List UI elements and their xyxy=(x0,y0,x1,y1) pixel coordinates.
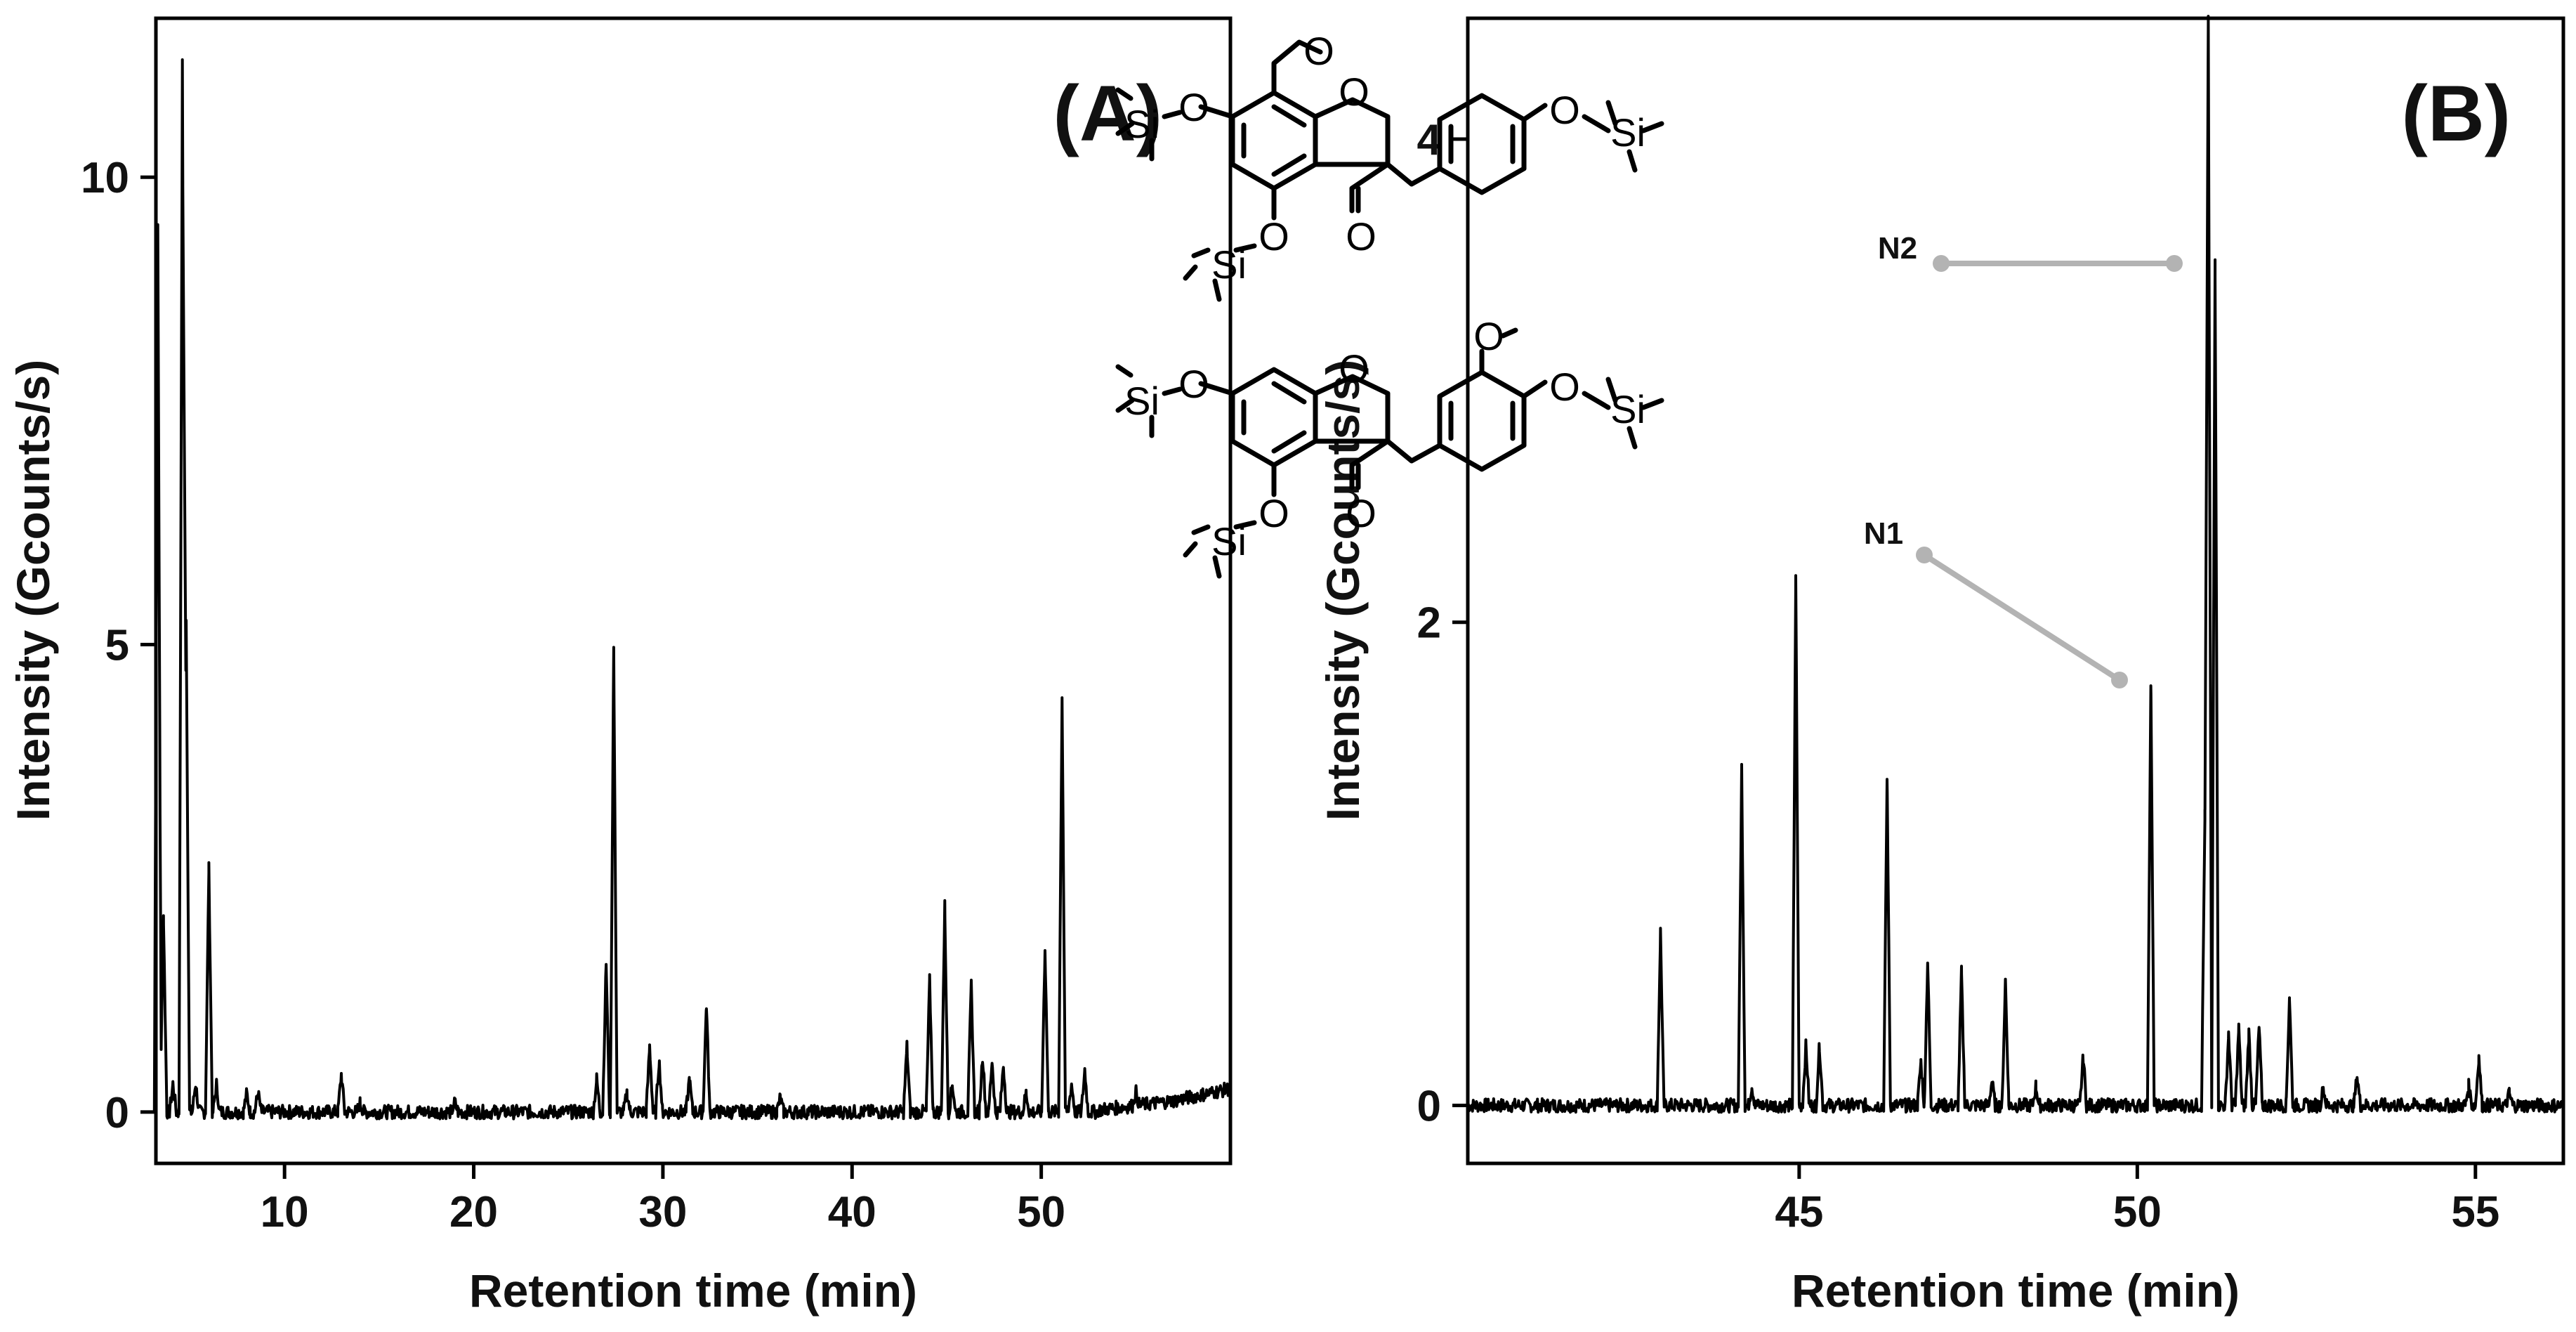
svg-text:Si: Si xyxy=(1610,387,1645,431)
svg-text:O: O xyxy=(1303,29,1334,73)
panel-label-a: (A) xyxy=(1053,70,1162,157)
svg-text:O: O xyxy=(1549,88,1580,132)
y-tick-label-a-0: 0 xyxy=(105,1089,129,1137)
x-axis-label-a: Retention time (min) xyxy=(469,1265,917,1317)
y-tick-label-b-2: 2 xyxy=(1417,599,1441,648)
structure-n2: O O O O O O Si Si Si N2 xyxy=(1115,29,1917,302)
svg-text:O: O xyxy=(1549,365,1580,409)
peak-pointer-n2 xyxy=(1933,255,2183,272)
plot-frame-b xyxy=(1466,16,2565,1166)
y-axis-a: 0 5 10 xyxy=(81,154,156,1137)
y-axis-label-b: Intensity (Gcounts/s) xyxy=(1317,360,1369,821)
svg-text:Si: Si xyxy=(1124,379,1159,423)
y-axis-b: 024 xyxy=(1417,116,1468,1130)
chromatogram-trace-a xyxy=(152,58,1232,1121)
x-axis-b: 45 50 55 xyxy=(1775,1163,2499,1236)
svg-text:Si: Si xyxy=(1211,519,1247,563)
chart-panel-b: 45 50 55 024 (B) Retention time (min) Inte… xyxy=(1115,15,2565,1317)
svg-text:Si: Si xyxy=(1124,102,1159,146)
chromatogram-trace-b xyxy=(1466,15,2565,1114)
svg-text:O: O xyxy=(1178,362,1209,406)
y-tick-label-a-10: 10 xyxy=(81,154,129,202)
plot-frame-a xyxy=(154,16,1233,1166)
svg-text:O: O xyxy=(1473,314,1504,358)
x-tick-label-a-30: 30 xyxy=(638,1188,687,1236)
svg-text:O: O xyxy=(1346,214,1376,259)
y-tick-label-a-5: 5 xyxy=(105,622,129,670)
svg-text:O: O xyxy=(1339,70,1369,114)
x-tick-label-a-10: 10 xyxy=(261,1188,309,1236)
x-tick-label-a-20: 20 xyxy=(449,1188,498,1236)
x-axis-label-b: Retention time (min) xyxy=(1792,1265,2240,1317)
svg-text:O: O xyxy=(1178,85,1209,129)
structure-n1: O O O O O O Si Si Si N1 xyxy=(1115,314,1903,579)
x-tick-label-a-50: 50 xyxy=(1017,1188,1065,1236)
svg-text:O: O xyxy=(1259,214,1289,259)
svg-text:Si: Si xyxy=(1211,242,1247,287)
x-tick-label-b-50: 50 xyxy=(2113,1188,2162,1236)
x-tick-label-b-45: 45 xyxy=(1775,1188,1823,1236)
y-axis-label-a: Intensity (Gcounts/s) xyxy=(7,360,59,821)
chart-panel-a: 10 20 30 40 50 0 5 10 (A) Retention time (min)… xyxy=(7,16,1233,1317)
x-tick-label-b-55: 55 xyxy=(2451,1188,2499,1236)
svg-text:O: O xyxy=(1339,346,1369,391)
x-tick-label-a-40: 40 xyxy=(828,1188,876,1236)
compound-label-n2: N2 xyxy=(1878,231,1917,266)
panel-label-b: (B) xyxy=(2402,70,2511,157)
svg-text:O: O xyxy=(1346,491,1376,535)
y-tick-label-b-0: 0 xyxy=(1417,1082,1441,1130)
x-axis-a: 10 20 30 40 50 xyxy=(261,1163,1065,1236)
peak-pointer-n1 xyxy=(1916,547,2128,688)
compound-label-n1: N1 xyxy=(1864,516,1903,551)
svg-text:Si: Si xyxy=(1610,110,1645,155)
svg-text:O: O xyxy=(1259,491,1289,535)
